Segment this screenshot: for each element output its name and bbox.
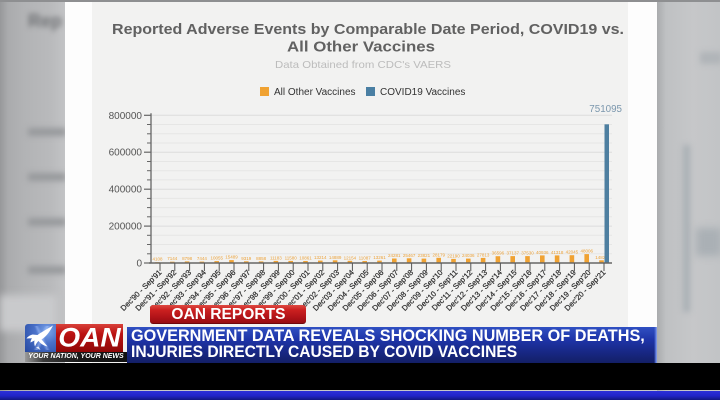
svg-text:600000: 600000 [109,148,143,159]
svg-text:25467: 25467 [403,253,416,258]
svg-text:22190: 22190 [447,253,460,258]
svg-text:7444: 7444 [197,256,208,261]
svg-text:11580: 11580 [285,255,298,260]
svg-text:23821: 23821 [418,253,431,258]
svg-text:Reported Adverse Events by Com: Reported Adverse Events by Comparable Da… [112,22,624,38]
svg-text:400000: 400000 [109,185,143,196]
svg-text:4108: 4108 [152,257,163,262]
svg-text:24281: 24281 [388,253,401,258]
svg-text:40936: 40936 [536,250,549,255]
svg-text:28179: 28179 [432,252,445,257]
svg-text:15489: 15489 [225,255,238,260]
svg-text:14820: 14820 [595,255,608,260]
svg-text:48006: 48006 [580,249,593,254]
svg-text:11183: 11183 [270,255,282,260]
svg-text:8798: 8798 [182,256,193,261]
svg-text:27813: 27813 [477,252,490,257]
svg-text:24036: 24036 [462,253,475,258]
svg-text:7144: 7144 [167,256,178,261]
svg-text:800000: 800000 [109,111,143,122]
svg-text:8858: 8858 [256,256,267,261]
svg-text:11087: 11087 [359,256,372,261]
svg-text:10055: 10055 [210,256,223,261]
svg-text:12154: 12154 [344,255,357,260]
svg-text:36596: 36596 [492,251,505,256]
svg-text:41318: 41318 [551,250,564,255]
svg-text:9319: 9319 [241,256,252,261]
svg-text:13214: 13214 [314,255,327,260]
svg-text:42045: 42045 [566,250,579,255]
svg-text:All Other Vaccines: All Other Vaccines [287,40,435,56]
svg-text:200000: 200000 [109,222,143,233]
svg-text:Data Obtained from CDC's VAERS: Data Obtained from CDC's VAERS [275,59,451,71]
svg-text:37137: 37137 [506,251,519,256]
svg-text:751095: 751095 [589,104,622,115]
svg-text:10861: 10861 [299,256,312,261]
svg-text:0: 0 [136,259,142,270]
svg-text:COVID19 Vaccines: COVID19 Vaccines [380,87,465,98]
svg-text:14889: 14889 [329,255,342,260]
svg-text:37530: 37530 [521,251,534,256]
svg-text:13261: 13261 [373,255,386,260]
svg-text:All Other Vaccines: All Other Vaccines [274,87,356,98]
